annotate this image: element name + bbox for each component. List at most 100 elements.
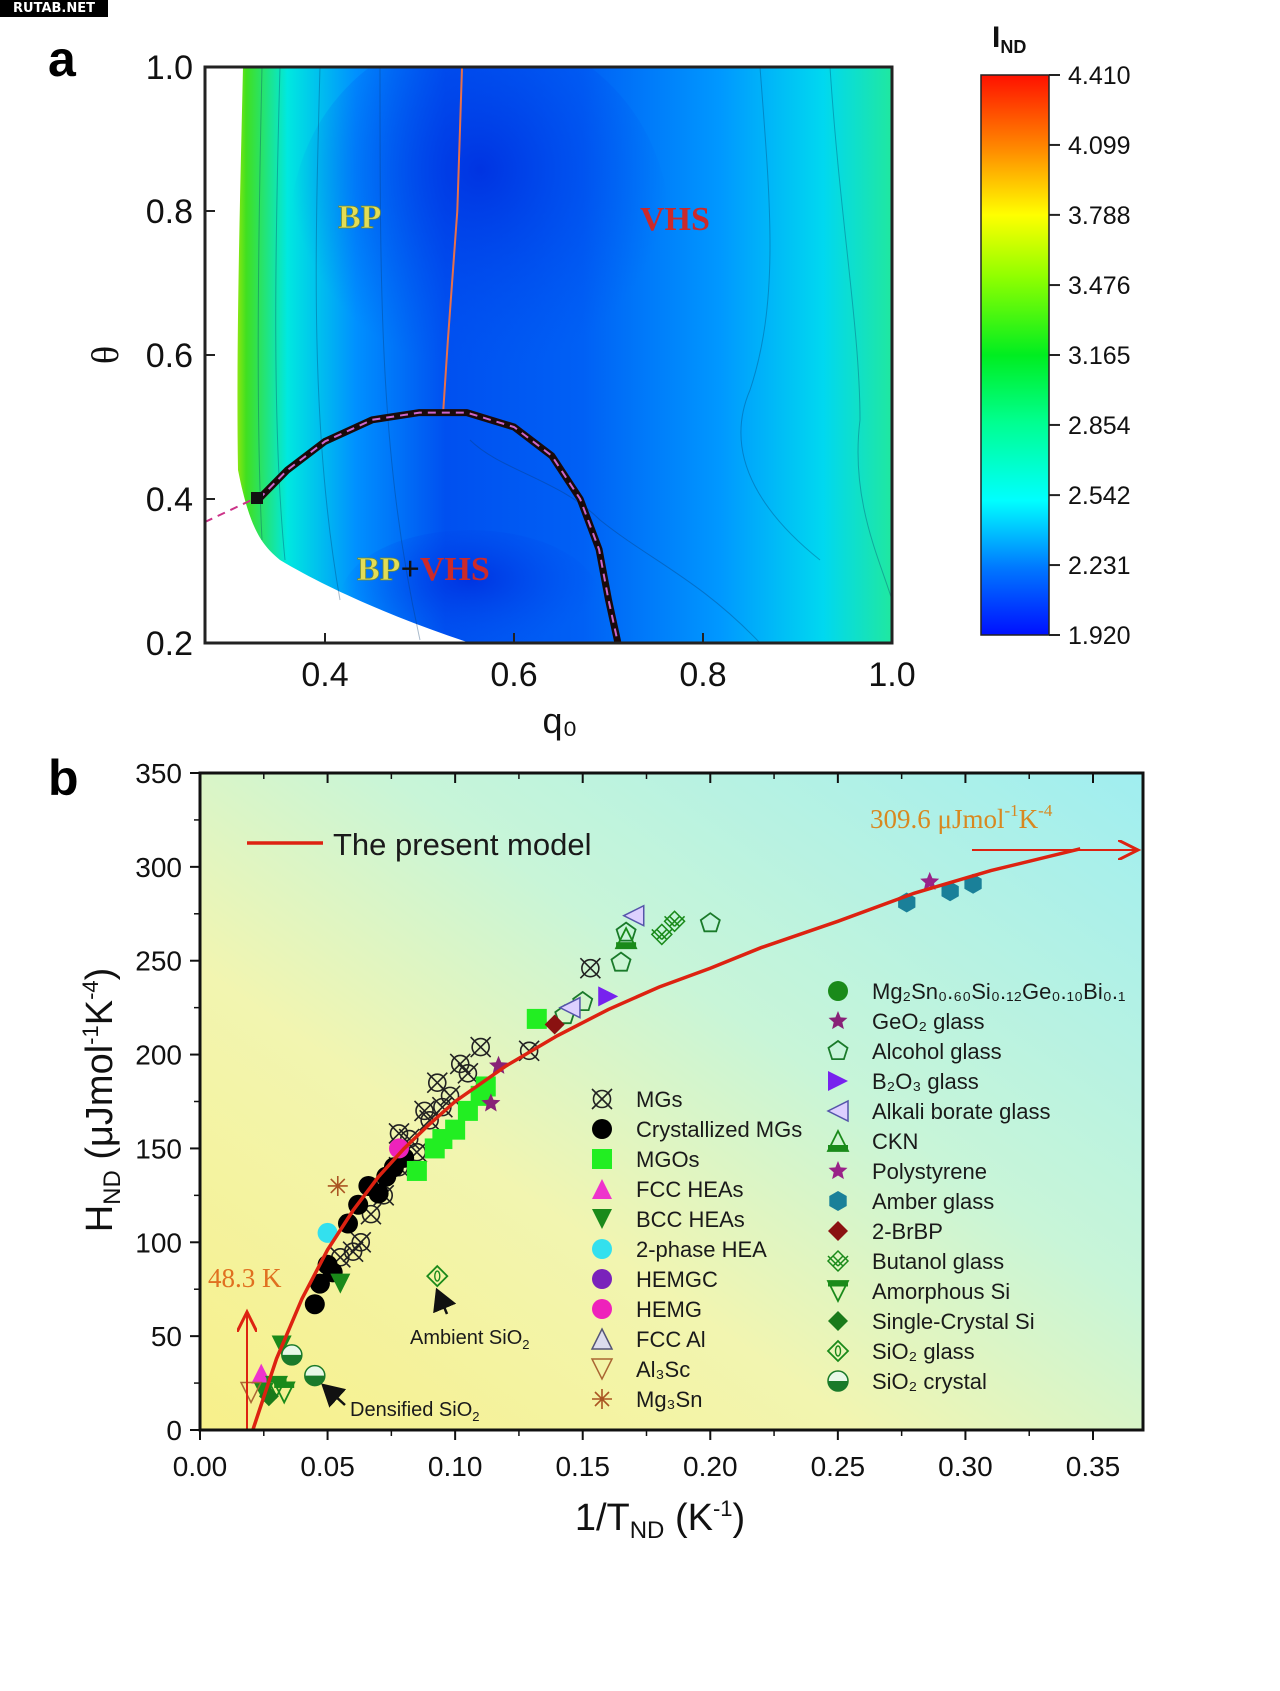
legend-item: B₂O₃ glass (828, 1069, 979, 1094)
heatmap-area: BP VHS BP+VHS (205, 67, 892, 643)
legend-label: 2-BrBP (872, 1219, 943, 1244)
vhs-boundary-line (442, 67, 464, 413)
legend-item: Alkali borate glass (826, 1099, 1051, 1124)
series-2-phase-hea (317, 1222, 338, 1243)
densified-sio2-sub: 2 (472, 1409, 479, 1424)
x-axis-label-close: ) (733, 1497, 746, 1539)
data-point (481, 1093, 501, 1112)
legend-label: Single-Crystal Si (872, 1309, 1035, 1334)
legend-label: SiO₂ glass (872, 1339, 975, 1364)
axes-a: 0.4 0.6 0.8 1.0 0.2 0.4 0.6 0.8 1.0 (146, 49, 916, 694)
data-point (616, 942, 637, 949)
y-tick-label-b: 100 (135, 1227, 182, 1258)
data-point (558, 996, 581, 1019)
x-axis-label-sub: ND (630, 1517, 665, 1544)
legend-label: CKN (872, 1129, 918, 1154)
data-point (368, 1183, 389, 1204)
data-point (610, 951, 632, 972)
y-tick-label-a: 0.8 (146, 193, 193, 231)
data-point (415, 1101, 434, 1121)
legend-label: Alkali borate glass (872, 1099, 1051, 1124)
x-axis-label-b: 1/TND (K-1) (575, 1496, 745, 1544)
legend-marker-icon (828, 1161, 848, 1180)
data-point (266, 1376, 287, 1383)
legend-marker-icon (828, 1381, 848, 1391)
data-point (458, 1064, 478, 1083)
colorbar-tick-label: 2.542 (1068, 482, 1131, 510)
legend-label: Mg₂Sn₀.₆₀Si₀.₁₂Ge₀.₁₀Bi₀.₁ (872, 979, 1125, 1004)
legend-label: FCC HEAs (636, 1177, 744, 1202)
legend-item: Crystallized MGs (592, 1117, 802, 1142)
data-point (581, 958, 600, 978)
legend-item: HEMGC (592, 1267, 718, 1292)
legend-marker-icon (828, 981, 848, 1001)
asymptote-value: 309.6 μJmol (870, 804, 1005, 834)
data-point (526, 1008, 547, 1029)
x-tick-label-a: 0.6 (490, 656, 537, 694)
legend-marker-icon (592, 1269, 612, 1289)
asymptote-sup1: -1 (1005, 801, 1019, 820)
data-point (579, 957, 601, 979)
data-point (274, 1382, 295, 1388)
legend-item: MGs (591, 1087, 682, 1112)
colorbar-tick-label: 4.410 (1068, 62, 1131, 90)
series-hemg (389, 1138, 410, 1159)
colorbar-tick-label: 3.788 (1068, 202, 1131, 230)
legend-marker-icon (828, 1311, 848, 1331)
asymptote-sup2: -4 (1038, 801, 1053, 820)
legend-item: Alcohol glass (827, 1039, 1002, 1064)
y-axis-label-sup2: -4 (78, 980, 103, 1000)
phase-boundary-fit (258, 411, 619, 643)
series-fcc-heas (251, 1363, 272, 1384)
densified-sio2-text: Densified SiO (350, 1399, 472, 1421)
y-axis-label-unit: (μJmol (79, 1045, 121, 1170)
y-tick-label-b: 250 (135, 946, 182, 977)
asymptote-annotation: 309.6 μJmol-1K-4 (870, 801, 1053, 834)
y-tick-label-a: 0.2 (146, 625, 193, 663)
y-tick-label-a: 0.6 (146, 337, 193, 375)
data-point (343, 1242, 363, 1261)
series-alkali-borate-glass (558, 904, 645, 1019)
excluded-region (205, 67, 470, 643)
region-label-bp: BP (338, 199, 381, 236)
colorbar-tick-label: 2.231 (1068, 552, 1131, 580)
data-point (281, 1354, 302, 1365)
data-point (330, 1273, 351, 1294)
watermark: RUTAB.NET (0, 0, 108, 17)
data-point (426, 1264, 449, 1288)
legend-label: Amorphous Si (872, 1279, 1010, 1304)
data-point (544, 1014, 565, 1035)
data-point (413, 1100, 436, 1122)
data-point (389, 1138, 410, 1159)
legend-item: Butanol glass (826, 1249, 1004, 1274)
region-label-bp-vhs: BP+VHS (357, 551, 490, 588)
legend-label: Polystyrene (872, 1159, 987, 1184)
contour-lines (257, 67, 892, 643)
y-axis-label-main: H (79, 1205, 121, 1232)
panel-a: a BP VHS (48, 21, 1131, 741)
ambient-sio2-arrow (433, 1287, 457, 1315)
data-point (388, 1122, 410, 1144)
colorbar-tick-label: 3.165 (1068, 342, 1131, 370)
region-label-bp-part: BP (357, 551, 400, 588)
data-point (449, 1053, 471, 1075)
legend-label: Crystallized MGs (636, 1117, 802, 1142)
legend-label: GeO₂ glass (872, 1009, 984, 1034)
y-axis-label-k: K (79, 1000, 121, 1025)
legend-item: Mg₃Sn (592, 1387, 702, 1412)
data-point (519, 1041, 539, 1061)
legend-marker-icon (592, 1149, 612, 1169)
heatmap-minimum-region (290, 67, 670, 430)
legend-left: MGs Crystallized MGs MGOs FCC HEAs BCC HEAs 2… (590, 1087, 802, 1412)
x-tick-label-b: 0.05 (300, 1451, 355, 1482)
legend-label: FCC Al (636, 1327, 706, 1352)
legend-marker-icon (592, 1179, 612, 1199)
y-axis-label-a: θ (85, 346, 127, 364)
y-tick-label-b: 0 (166, 1415, 182, 1446)
panel-label-b: b (48, 750, 79, 806)
legend-label: HEMGC (636, 1267, 718, 1292)
data-point (445, 1119, 466, 1140)
data-point (251, 1363, 272, 1384)
legend-item: CKN (826, 1128, 918, 1154)
legend-item: HEMG (592, 1297, 702, 1322)
